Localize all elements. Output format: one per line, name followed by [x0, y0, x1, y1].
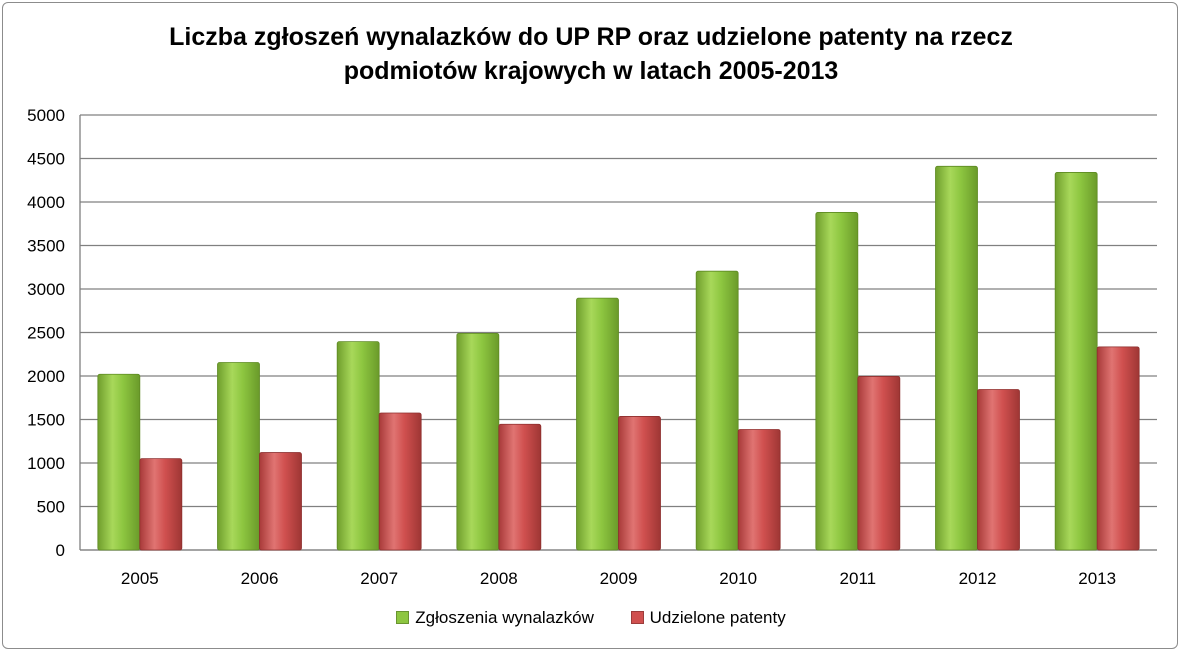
y-tick-label: 4000 [27, 193, 65, 212]
bar-patenty-2007 [378, 412, 422, 551]
bar-patenty-2008 [498, 423, 542, 551]
y-tick-label: 3500 [27, 237, 65, 256]
y-tick-label: 2500 [27, 324, 65, 343]
y-tick-label: 5000 [27, 106, 65, 125]
bar-patenty-2012 [977, 389, 1020, 551]
bar-zgloszenia-2009 [576, 297, 619, 551]
y-tick-label: 0 [56, 541, 65, 560]
bar-patenty-2009 [618, 416, 661, 551]
bar-zgloszenia-2012 [935, 165, 978, 551]
bar-zgloszenia-2006 [217, 362, 260, 551]
x-tick-label: 2013 [1078, 569, 1116, 588]
x-tick-label: 2010 [719, 569, 757, 588]
y-tick-label: 2000 [27, 367, 65, 386]
bar-zgloszenia-2005 [97, 373, 141, 551]
bar-patenty-2006 [259, 452, 302, 551]
chart-title-line-2: podmiotów krajowych w latach 2005-2013 [343, 57, 839, 85]
x-tick-label: 2005 [121, 569, 159, 588]
y-tick-label: 500 [37, 498, 65, 517]
x-tick-label: 2011 [840, 569, 877, 588]
y-tick-label: 4500 [27, 150, 65, 169]
bar-zgloszenia-2010 [695, 270, 739, 551]
bar-patenty-2010 [737, 429, 781, 551]
bar-zgloszenia-2007 [336, 341, 380, 551]
bar-patenty-2005 [139, 458, 183, 551]
y-tick-label: 3000 [27, 280, 65, 299]
chart-title-line-1: Liczba zgłoszeń wynalazków do UP RP oraz… [169, 23, 1013, 51]
bar-patenty-2013 [1096, 346, 1140, 551]
x-tick-label: 2007 [360, 569, 398, 588]
legend-swatch-series-2 [630, 610, 644, 624]
legend-item-series-2: Udzielone patenty [630, 607, 786, 628]
legend-item-series-1: Zgłoszenia wynalazków [396, 608, 594, 628]
chart-title: Liczba zgłoszeń wynalazków do UP RP oraz… [0, 20, 1182, 88]
y-tick-label: 1000 [27, 454, 65, 473]
y-tick-label: 1500 [27, 411, 65, 430]
legend-label-series-1: Zgłoszenia wynalazków [415, 607, 594, 627]
x-tick-label: 2012 [959, 569, 997, 588]
legend-swatch-series-1 [396, 610, 410, 624]
bar-zgloszenia-2011 [815, 212, 859, 551]
bar-zgloszenia-2008 [456, 332, 500, 551]
chart-legend: Zgłoszenia wynalazków Udzielone patenty [0, 607, 1182, 628]
legend-label-series-2: Udzielone patenty [649, 607, 786, 627]
x-tick-label: 2008 [480, 569, 518, 588]
bar-patenty-2011 [857, 376, 901, 551]
x-tick-label: 2009 [600, 569, 638, 588]
bar-zgloszenia-2013 [1054, 172, 1098, 551]
x-tick-label: 2006 [241, 569, 279, 588]
